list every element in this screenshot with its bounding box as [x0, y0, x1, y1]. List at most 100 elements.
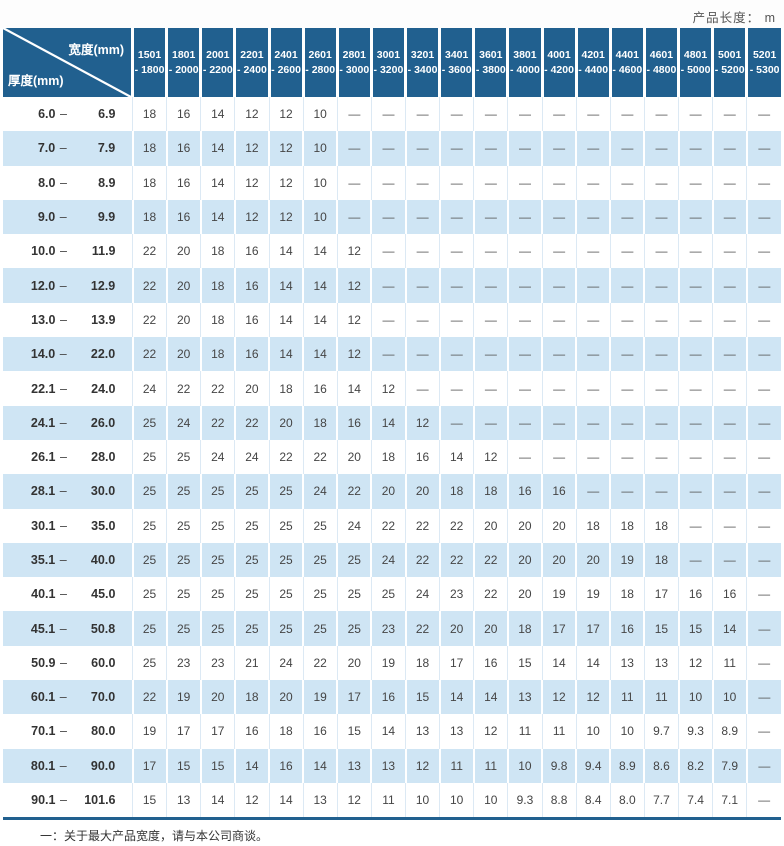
- not-available-cell: —: [540, 337, 577, 372]
- length-value-cell: 18: [438, 474, 474, 509]
- width-range-text: - 2600: [271, 63, 301, 76]
- not-available-cell: —: [712, 165, 747, 200]
- length-value-cell: 20: [541, 508, 577, 543]
- not-available-cell: —: [575, 474, 611, 509]
- width-range-header: 2001 - 2200: [199, 28, 235, 97]
- length-value-cell: 12: [404, 405, 440, 440]
- width-range-header: 1501 - 1800: [130, 28, 167, 97]
- length-value-cell: 12: [268, 97, 304, 132]
- range-min: 13.0: [31, 312, 56, 327]
- not-available-cell: —: [745, 680, 781, 715]
- range-max: 26.0: [90, 415, 116, 430]
- length-value-cell: 9.7: [643, 714, 679, 749]
- length-value-cell: 12: [268, 165, 304, 200]
- not-available-cell: —: [746, 645, 781, 681]
- length-value-cell: 22: [404, 508, 440, 543]
- length-value-cell: 10: [473, 782, 508, 819]
- range-dash: –: [60, 312, 67, 327]
- not-available-cell: —: [507, 439, 542, 475]
- width-range-text: - 3000: [339, 63, 370, 76]
- length-value-cell: 17: [540, 611, 577, 646]
- range-min: 40.1: [31, 587, 56, 602]
- table-row: 30.1–35.0 25 25 25 25 25 25 24 22 22 22 20 20 20 18 18 1…: [3, 508, 781, 543]
- length-value-cell: 12: [370, 371, 406, 406]
- length-value-cell: 15: [643, 611, 679, 646]
- length-value-cell: 14: [267, 337, 304, 372]
- width-range-header: 3201 - 3400: [403, 28, 440, 97]
- length-value-cell: 17: [575, 611, 611, 646]
- top-bar: 产品长度： m: [0, 0, 784, 28]
- length-value-cell: 25: [200, 577, 235, 612]
- range-min: 14.0: [30, 347, 56, 362]
- range-min: 24.1: [30, 415, 56, 430]
- length-value-cell: 11: [472, 748, 508, 783]
- length-value-cell: 16: [302, 371, 338, 406]
- table-row: 8.0–8.9 18 16 14 12 12 10— — — — — — — — — — — — —: [3, 165, 781, 200]
- length-value-cell: 21: [234, 645, 269, 681]
- width-range-header: 4001 - 4200: [540, 28, 577, 97]
- length-value-cell: 22: [438, 542, 474, 578]
- not-available-cell: —: [643, 371, 679, 406]
- length-value-cell: 10: [506, 748, 542, 783]
- width-range-text: - 5300: [749, 63, 780, 76]
- thickness-range-label: 60.1– 70.0: [3, 680, 133, 715]
- length-value-cell: 16: [302, 714, 338, 749]
- range-max: 101.6: [84, 793, 116, 808]
- length-value-cell: 22: [404, 542, 440, 578]
- not-available-cell: —: [575, 234, 611, 269]
- thickness-range-label: 35.1– 40.0: [3, 542, 133, 578]
- range-max: 50.8: [90, 621, 116, 636]
- range-dash: –: [59, 347, 67, 362]
- length-value-cell: 25: [336, 611, 372, 646]
- length-value-cell: 25: [166, 439, 201, 475]
- length-value-cell: 22: [131, 680, 167, 715]
- length-value-cell: 22: [200, 371, 235, 406]
- length-value-cell: 20: [267, 680, 304, 715]
- range-max: 22.0: [90, 347, 116, 362]
- product-length-label: 产品长度： m: [692, 11, 776, 25]
- length-value-cell: 22: [370, 508, 406, 543]
- table-row: 26.1–28.0 25 25 24 24 22 22 20 18 16 14 12— — — — — — — —: [3, 439, 781, 475]
- length-value-cell: 22: [233, 405, 269, 440]
- length-value-cell: 12: [404, 748, 440, 783]
- length-value-cell: 25: [336, 577, 372, 612]
- range-dash: –: [59, 278, 67, 293]
- length-value-cell: 25: [131, 405, 167, 440]
- table-row: 22.1–24.0 24 22 22 20 18 16 14 12— — — — — — — — — — —: [3, 371, 781, 406]
- range-min: 90.1: [31, 793, 56, 808]
- length-value-cell: 20: [336, 439, 372, 475]
- not-available-cell: —: [336, 131, 372, 166]
- length-value-cell: 8.6: [643, 748, 679, 783]
- table-row: 28.1–30.0 25 25 25 25 25 24 22 20 20 18 18 16 16— — — — —…: [3, 474, 781, 509]
- length-value-cell: 20: [336, 645, 372, 681]
- not-available-cell: —: [575, 405, 611, 440]
- not-available-cell: —: [370, 165, 406, 200]
- not-available-cell: —: [438, 199, 474, 235]
- length-value-cell: 25: [233, 474, 269, 509]
- length-value-cell: 16: [234, 234, 269, 269]
- not-available-cell: —: [506, 405, 542, 440]
- thickness-range-label: 14.0– 22.0: [3, 337, 133, 372]
- width-range-text: 1801: [172, 48, 196, 61]
- thickness-range-label: 70.1– 80.0: [3, 714, 133, 748]
- range-min: 30.1: [31, 518, 56, 533]
- not-available-cell: —: [473, 97, 508, 132]
- not-available-cell: —: [677, 97, 713, 132]
- not-available-cell: —: [404, 371, 440, 406]
- not-available-cell: —: [540, 131, 577, 166]
- length-value-cell: 20: [166, 302, 201, 338]
- length-value-cell: 25: [268, 508, 304, 543]
- table-row: 40.1–45.0 25 25 25 25 25 25 25 25 24 23 22 20 19 19 18 1…: [3, 577, 781, 612]
- length-value-cell: 14: [268, 782, 304, 819]
- length-value-cell: 18: [131, 165, 167, 200]
- not-available-cell: —: [404, 302, 440, 338]
- not-available-cell: —: [746, 97, 781, 132]
- range-min: 12.0: [30, 278, 56, 293]
- length-value-cell: 12: [336, 234, 372, 269]
- range-min: 26.1: [31, 450, 56, 465]
- width-range-text: - 4400: [578, 63, 609, 76]
- length-value-cell: 7.9: [711, 748, 747, 783]
- width-range-text: 2601: [308, 48, 332, 61]
- not-available-cell: —: [404, 165, 440, 200]
- not-available-cell: —: [643, 268, 679, 303]
